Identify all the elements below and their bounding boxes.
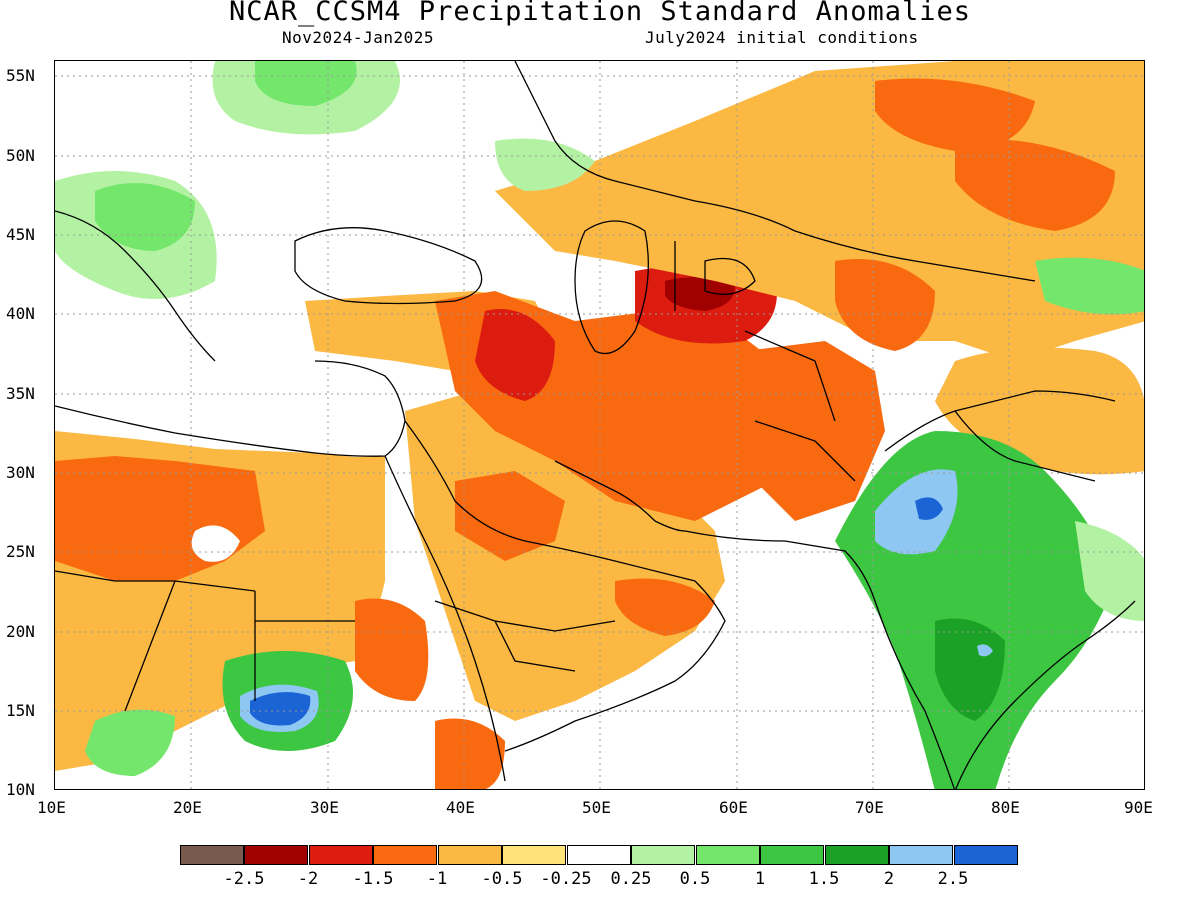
forecast-period: Nov2024-Jan2025 [282,28,434,47]
region-sudan-wet-peak [250,692,311,726]
region-balkans-wet-core [95,183,195,251]
colorbar-label-3: -1 [426,869,448,889]
colorbar-label-11: 2.5 [937,869,969,889]
colorbar-label-7: 0.5 [679,869,711,889]
lat-label-35n: 35N [6,384,35,403]
colorbar-label-8: 1 [754,869,766,889]
colorbar-swatch-11 [889,845,953,865]
region-india-wet-light [1075,521,1144,621]
region-deccan-wet-peak [977,644,993,657]
region-caucasus-wet [495,138,595,191]
lon-label-80e: 80E [991,798,1020,817]
lat-label-50n: 50N [6,146,35,165]
region-india-wet [835,431,1115,789]
lat-label-20n: 20N [6,622,35,641]
anomaly-map [54,60,1145,790]
region-deccan-wet [935,618,1005,721]
colorbar-swatch-10 [825,845,889,865]
region-arabia-dry [455,471,565,561]
colorbar-label-6: 0.25 [610,869,652,889]
region-oman-dry [615,578,715,636]
region-ethiopia-dry [355,598,429,701]
region-tarim-dry [835,259,935,351]
colorbar-swatch-7 [631,845,695,865]
colorbar-swatch-12 [954,845,1018,865]
region-russia-wet-core [255,61,357,106]
colorbar-swatch-8 [696,845,760,865]
lat-label-40n: 40N [6,304,35,323]
lat-label-25n: 25N [6,542,35,561]
lat-label-30n: 30N [6,463,35,482]
coastlines [55,61,1136,789]
lon-label-10e: 10E [37,798,66,817]
region-libya-wet-spot [191,525,240,562]
colorbar-swatch-6 [567,845,631,865]
lat-label-10n: 10N [6,780,35,799]
region-india-wet-peak [915,497,943,520]
region-east-africa-wet [85,709,175,776]
region-turkmen-dry-peak [665,277,735,311]
colorbar-label-5: -0.25 [540,869,592,889]
lat-label-15n: 15N [6,701,35,720]
region-kazakh-dry-north [875,78,1035,151]
lon-label-50e: 50E [582,798,611,817]
colorbar-label-9: 1.5 [808,869,840,889]
colorbar-label-2: -1.5 [352,869,394,889]
lon-label-60e: 60E [719,798,748,817]
map-canvas [55,61,1144,789]
lon-label-40e: 40E [446,798,475,817]
lat-label-45n: 45N [6,225,35,244]
colorbar-swatch-3 [373,845,437,865]
colorbar-label-4: -0.5 [481,869,523,889]
lon-label-20e: 20E [173,798,202,817]
region-india-wet-core [875,469,958,555]
colorbar-swatch-1 [244,845,308,865]
lon-label-70e: 70E [855,798,884,817]
map-title: NCAR_CCSM4 Precipitation Standard Anomal… [229,0,971,27]
colorbar-swatch-5 [502,845,566,865]
graticule [55,61,1144,789]
lon-label-90e: 90E [1124,798,1153,817]
lat-label-55n: 55N [6,66,35,85]
colorbar-label-10: 2 [883,869,895,889]
region-tarim-wet [1035,257,1144,315]
colorbar-label-0: -2.5 [223,869,265,889]
region-arabia-anomaly [405,391,725,721]
lon-label-30e: 30E [310,798,339,817]
region-mongolia-dry [955,139,1115,231]
region-caspian-dry-core [475,309,555,401]
colorbar-swatch-4 [438,845,502,865]
colorbar-swatch-2 [309,845,373,865]
colorbar-swatch-9 [760,845,824,865]
initial-conditions: July2024 initial conditions [645,28,919,47]
colorbar-swatch-0 [180,845,244,865]
colorbar-label-1: -2 [297,869,319,889]
region-yemen-dry [435,718,505,789]
